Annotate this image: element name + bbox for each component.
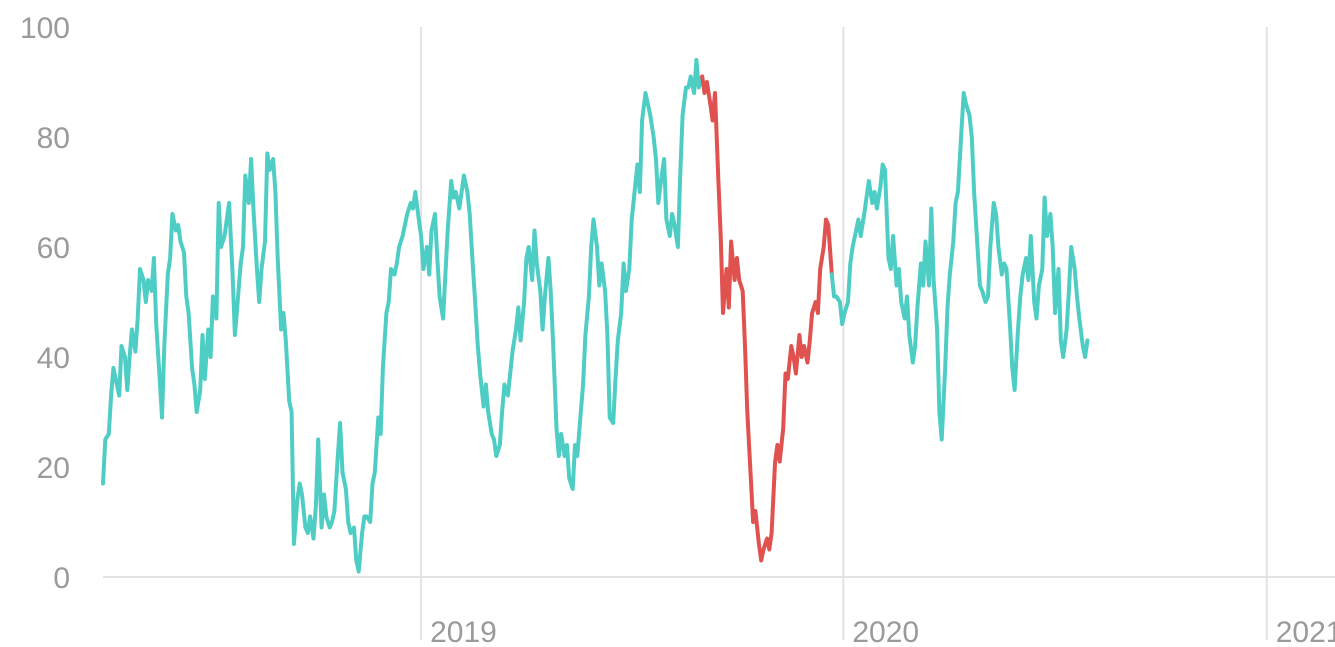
x-tick-label: 2021 bbox=[1276, 616, 1335, 647]
series-line-normal bbox=[101, 58, 705, 574]
y-tick-label: 60 bbox=[37, 232, 70, 265]
y-tick-label: 100 bbox=[20, 12, 70, 45]
y-tick-label: 40 bbox=[37, 342, 70, 375]
x-tick-label: 2019 bbox=[430, 616, 497, 647]
y-tick-label: 20 bbox=[37, 452, 70, 485]
series-group bbox=[101, 58, 1090, 574]
y-tick-label: 0 bbox=[53, 562, 70, 595]
series-line-normal bbox=[829, 91, 1090, 442]
x-tick-label: 2020 bbox=[852, 616, 919, 647]
x-axis-labels: 2019 2020 2021 bbox=[430, 616, 1335, 647]
y-tick-label: 80 bbox=[37, 122, 70, 155]
x-gridlines bbox=[420, 27, 1268, 640]
series-line-highlight bbox=[700, 74, 834, 563]
y-axis-labels: 0 20 40 60 80 100 bbox=[20, 12, 70, 595]
